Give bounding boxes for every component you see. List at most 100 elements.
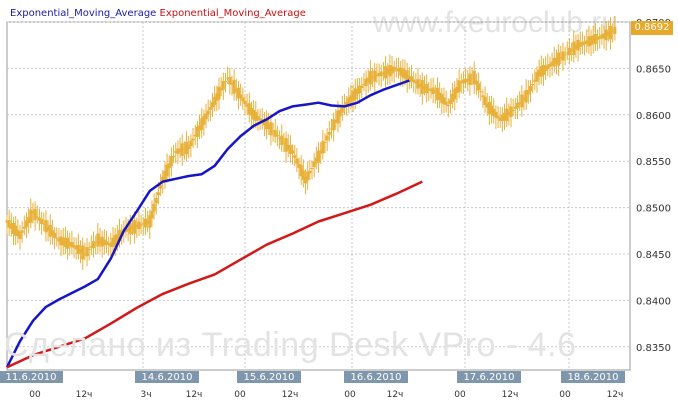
candle-body bbox=[198, 125, 202, 131]
candle-body bbox=[379, 71, 383, 77]
candle-body bbox=[522, 97, 526, 100]
candle-body bbox=[133, 220, 137, 234]
candle-body bbox=[338, 110, 342, 117]
candle-body bbox=[340, 106, 344, 113]
candle-body bbox=[349, 95, 353, 102]
candle-body bbox=[167, 163, 171, 169]
candle-body bbox=[109, 242, 113, 247]
candle-body bbox=[448, 99, 452, 104]
hour-label: 00 bbox=[454, 390, 466, 400]
candle-body bbox=[66, 237, 70, 249]
candle-body bbox=[490, 105, 494, 115]
candle-body bbox=[27, 216, 31, 223]
candle-body bbox=[360, 85, 364, 89]
candle-body bbox=[431, 87, 435, 95]
candle-body bbox=[397, 68, 401, 72]
candle-body bbox=[241, 97, 245, 102]
candle-body bbox=[384, 66, 388, 79]
candle-body bbox=[5, 220, 9, 223]
hour-label: 12ч bbox=[282, 390, 299, 400]
candle-body bbox=[474, 80, 478, 85]
candle-body bbox=[193, 135, 197, 137]
candle-body bbox=[498, 117, 502, 121]
candle-body bbox=[278, 137, 282, 139]
y-tick-label: 0.8500 bbox=[636, 204, 671, 215]
candle-body bbox=[483, 96, 487, 106]
candle-body bbox=[180, 143, 184, 156]
candle-body bbox=[585, 40, 589, 44]
candle-body bbox=[61, 237, 65, 246]
candle-body bbox=[496, 115, 500, 119]
y-tick-label: 0.8600 bbox=[636, 111, 671, 122]
candle-body bbox=[85, 247, 89, 257]
candle-body bbox=[7, 220, 11, 228]
candle-body bbox=[22, 226, 26, 229]
candle-body bbox=[533, 79, 537, 82]
candle-body bbox=[552, 57, 556, 67]
candle-body bbox=[301, 170, 305, 180]
candle-body bbox=[412, 79, 416, 83]
candle-body bbox=[453, 88, 457, 100]
candle-body bbox=[477, 83, 481, 91]
candle-body bbox=[291, 150, 295, 154]
candle-body bbox=[336, 110, 340, 124]
candle-body bbox=[334, 119, 338, 123]
candle-body bbox=[76, 244, 80, 254]
candle-body bbox=[33, 209, 37, 221]
candle-body bbox=[351, 91, 355, 102]
candle-body bbox=[96, 233, 100, 247]
candle-body bbox=[55, 237, 59, 239]
y-tick-label: 0.8550 bbox=[636, 157, 671, 168]
candle-body bbox=[567, 47, 571, 56]
candle-body bbox=[459, 81, 463, 83]
candle-body bbox=[420, 80, 424, 94]
date-label-bg bbox=[344, 371, 408, 383]
candle-body bbox=[254, 111, 258, 121]
candle-body bbox=[234, 88, 238, 92]
candle-body bbox=[284, 138, 288, 152]
candle-body bbox=[548, 63, 552, 67]
candle-body bbox=[159, 184, 163, 189]
candle-body bbox=[591, 35, 595, 45]
candle-body bbox=[444, 101, 448, 105]
candle-body bbox=[249, 107, 253, 116]
candle-body bbox=[89, 246, 93, 248]
candle-body bbox=[174, 151, 178, 153]
candle-body bbox=[267, 123, 271, 130]
candle-body bbox=[154, 198, 158, 204]
candle-body bbox=[172, 155, 176, 158]
candle-body bbox=[42, 223, 46, 225]
candle-body bbox=[524, 90, 528, 103]
candle-body bbox=[563, 54, 567, 56]
candle-body bbox=[239, 94, 243, 99]
candle-body bbox=[219, 88, 223, 91]
candle-body bbox=[433, 90, 437, 93]
candle-body bbox=[377, 72, 381, 77]
candle-body bbox=[262, 119, 266, 126]
hour-label: 12ч bbox=[76, 390, 93, 400]
candle-body bbox=[94, 241, 98, 243]
candle-body bbox=[390, 66, 394, 74]
candle-body bbox=[485, 103, 489, 108]
candle-body bbox=[520, 94, 524, 108]
candle-body bbox=[24, 220, 28, 228]
candle-body bbox=[150, 210, 154, 219]
date-label-bg bbox=[135, 371, 199, 383]
date-label-bg bbox=[0, 371, 63, 383]
hour-label: 00 bbox=[234, 390, 246, 400]
date-label: 15.6.2010 bbox=[244, 372, 295, 383]
candle-body bbox=[286, 144, 290, 150]
candle-body bbox=[68, 242, 72, 246]
candle-body bbox=[195, 126, 199, 137]
candle-body bbox=[243, 100, 247, 105]
candle-body bbox=[539, 66, 543, 77]
candle-body bbox=[226, 77, 230, 79]
candle-body bbox=[401, 68, 405, 78]
candle-body bbox=[319, 150, 323, 154]
candle-body bbox=[230, 82, 234, 85]
candle-body bbox=[306, 171, 310, 181]
candle-body bbox=[143, 218, 147, 228]
candle-body bbox=[70, 242, 74, 248]
candle-body bbox=[117, 229, 121, 241]
